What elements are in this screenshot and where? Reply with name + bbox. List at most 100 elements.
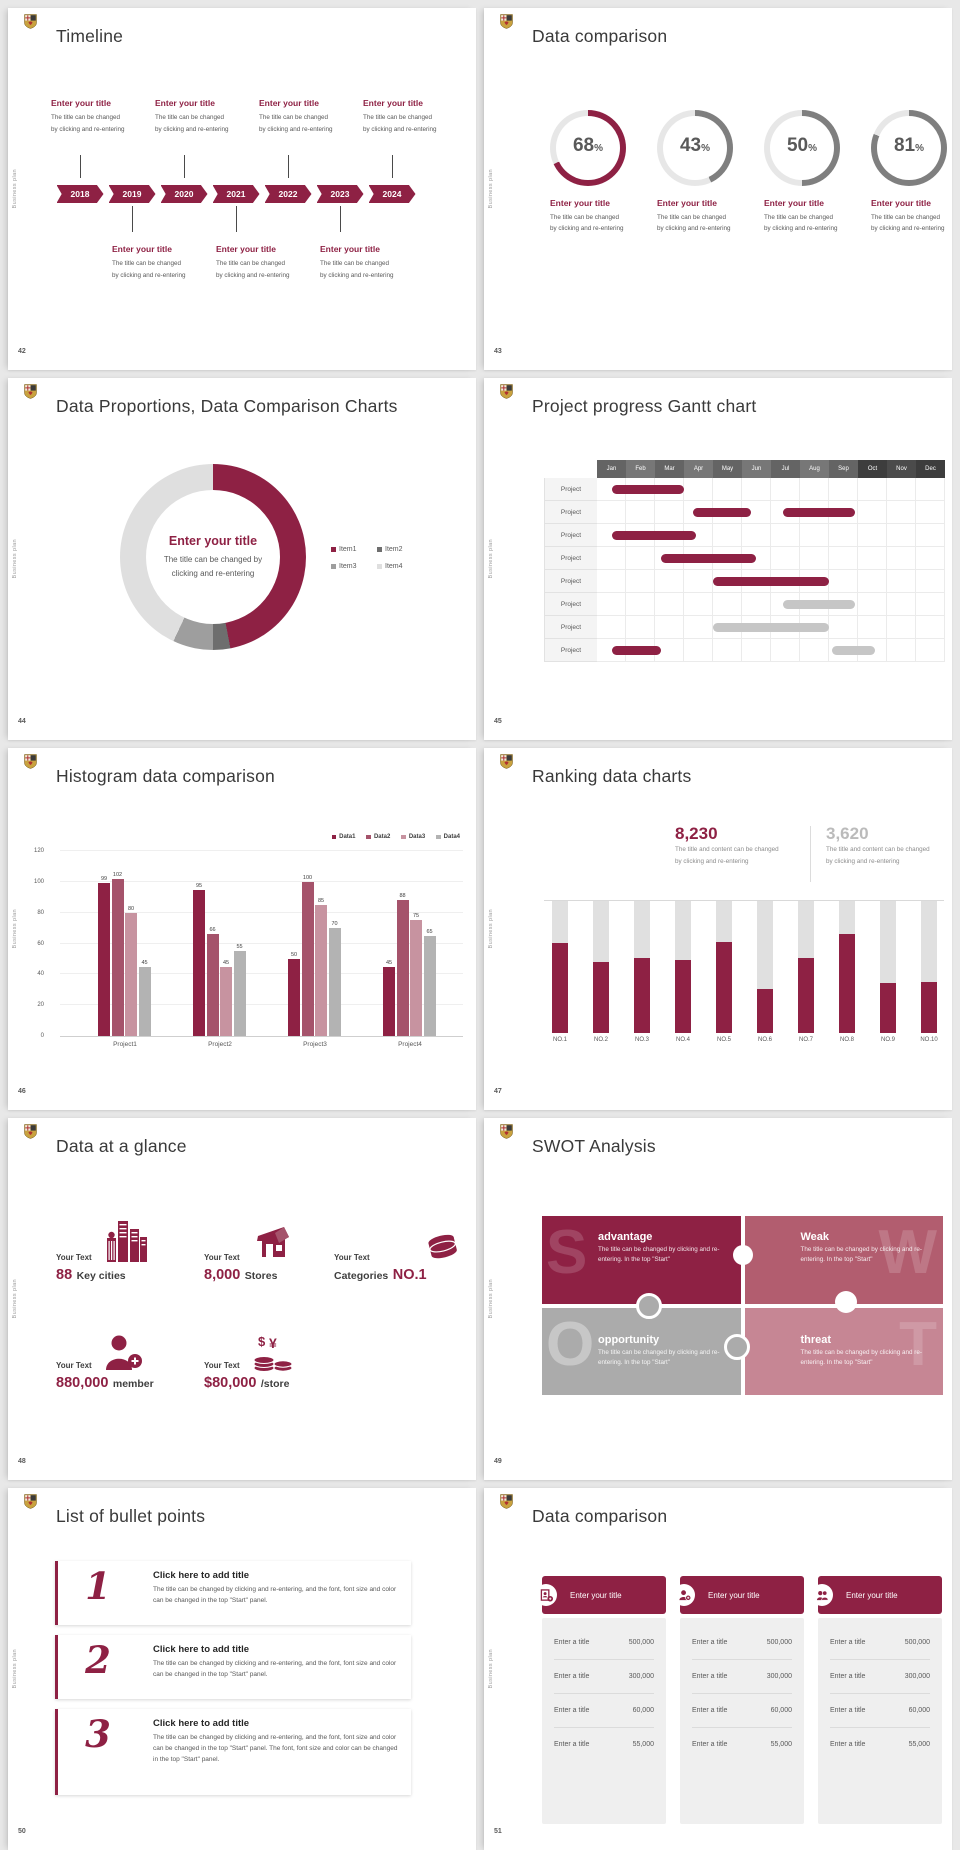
gantt-row-track — [597, 478, 945, 501]
hist-category-label: Project4 — [398, 1041, 422, 1048]
hist-bar-value: 45 — [141, 959, 148, 966]
hist-gridline — [60, 973, 463, 975]
gantt-cell — [858, 547, 887, 570]
gantt-cell — [887, 616, 916, 639]
data-row: Enter a title 55,000 — [692, 1741, 792, 1748]
bullet-number: 2 — [85, 1638, 111, 1682]
slide-44[interactable]: Business plan Data Proportions, Data Com… — [8, 378, 476, 740]
timeline-connector — [288, 155, 289, 178]
gantt-cell — [887, 524, 916, 547]
timeline-connector — [392, 155, 393, 178]
gantt-cell — [597, 547, 626, 570]
person-report-icon — [535, 1584, 557, 1606]
hist-bar-value: 50 — [290, 951, 298, 958]
svg-text:$: $ — [258, 1334, 266, 1349]
hist-category-label: Project1 — [113, 1041, 137, 1048]
legend-swatch — [331, 834, 337, 840]
rank-stat-secondary: 3,620 The title and content can be chang… — [826, 824, 930, 865]
slide-45[interactable]: Business plan Project progress Gantt cha… — [484, 378, 952, 740]
gantt-cell — [829, 501, 858, 524]
gantt-cell — [626, 570, 655, 593]
slide-number: 47 — [494, 1088, 502, 1095]
ring-caption: Enter your title The title can be changed… — [764, 198, 838, 232]
gantt-cell — [655, 593, 684, 616]
gantt-cell — [887, 593, 916, 616]
slide-title: Data Proportions, Data Comparison Charts — [56, 396, 398, 416]
card-title: Enter your title — [708, 1590, 760, 1600]
slide-47[interactable]: Business plan Ranking data charts 8,230 … — [484, 748, 952, 1110]
slide-49[interactable]: Business plan SWOT Analysis S advantage T… — [484, 1118, 952, 1480]
timeline-connector — [184, 155, 185, 178]
slide-46[interactable]: Business plan Histogram data comparison … — [8, 748, 476, 1110]
bullet-number: 1 — [85, 1564, 111, 1608]
slide-title: Ranking data charts — [532, 766, 692, 786]
progress-ring-4: 81% — [871, 110, 947, 186]
rank-category-label: NO.5 — [716, 1037, 731, 1043]
hist-y-axis: 0 20 40 60 80 100 120 — [28, 848, 46, 1039]
gantt-cell — [655, 639, 684, 662]
timeline-item: Enter your title The title can be changed… — [112, 244, 210, 281]
gantt-cell — [626, 616, 655, 639]
timeline-year-badge: 2023 — [316, 185, 364, 203]
sidebar-vertical-label: Business plan — [12, 1279, 18, 1319]
slide-42[interactable]: Business plan Timeline 2018 2019 2020 2021 2… — [8, 8, 476, 370]
hist-bar — [383, 966, 395, 1036]
hist-gridline — [60, 911, 463, 913]
timeline-item-line: The title can be changed — [259, 114, 328, 121]
timeline-connector — [236, 206, 237, 232]
hist-bar-value: 85 — [317, 897, 325, 904]
rank-value-bar — [921, 981, 937, 1033]
rank-category-label: NO.1 — [552, 1037, 567, 1043]
gantt-row: Project — [544, 524, 945, 547]
card-title: Enter your title — [570, 1590, 622, 1600]
timeline-item: Enter your title The title can be changed… — [259, 98, 357, 135]
gantt-cell — [887, 547, 916, 570]
sidebar-vertical-label: Business plan — [488, 169, 494, 209]
gantt-row-label: Project — [544, 593, 597, 616]
hist-bar-value: 45 — [222, 959, 230, 966]
hist-bar — [193, 889, 205, 1036]
hist-y-tick: 0 — [40, 1033, 44, 1039]
gantt-cell — [800, 547, 829, 570]
data-row: Enter a title 300,000 — [692, 1660, 792, 1694]
stat-key-cities: Your Text 88 Key cities — [48, 1210, 193, 1290]
card-body: Enter a title 500,000 Enter a title 300,00… — [818, 1618, 942, 1824]
swot-opportunity-tile: O opportunity The title can be changed by… — [542, 1308, 741, 1395]
stat-stores: Your Text 8,000 Stores — [196, 1210, 341, 1290]
legend-item: Item2 — [377, 546, 421, 553]
progress-ring-3: 50% — [764, 110, 840, 186]
gantt-cell — [916, 524, 945, 547]
slide-43[interactable]: Business plan Data comparison 68% 43% 50… — [484, 8, 952, 370]
puzzle-connector — [724, 1334, 750, 1360]
crest-logo-icon — [24, 754, 37, 769]
gantt-bar — [713, 623, 829, 632]
legend-swatch — [436, 834, 441, 840]
timeline-item: Enter your title The title can be changed… — [320, 244, 418, 281]
slide-number: 43 — [494, 348, 502, 355]
gantt-cell — [626, 501, 655, 524]
gantt-month-header: Apr — [684, 460, 713, 478]
gantt-bar — [831, 646, 876, 655]
gantt-row-label: Project — [544, 570, 597, 593]
gantt-row-track — [597, 639, 945, 662]
stat-members: Your Text 880,000 member — [48, 1318, 193, 1398]
gantt-row-label: Project — [544, 616, 597, 639]
gantt-cell — [916, 501, 945, 524]
sidebar-vertical-label: Business plan — [12, 909, 18, 949]
swot-threat-tile: T threat The title can be changed by clic… — [744, 1308, 943, 1395]
gantt-cell — [742, 501, 771, 524]
gantt-month-header: May — [713, 460, 742, 478]
timeline-year-badge: 2020 — [160, 185, 208, 203]
slide-50[interactable]: Business plan List of bullet points 1 Cl… — [8, 1488, 476, 1850]
hist-bar — [138, 966, 151, 1036]
legend-item: Item1 — [331, 546, 375, 553]
data-row: Enter a title 500,000 — [692, 1626, 792, 1660]
slide-51[interactable]: Business plan Data comparison Enter your… — [484, 1488, 952, 1850]
rank-value-bar — [716, 941, 732, 1033]
gantt-cell — [626, 547, 655, 570]
slide-48[interactable]: Business plan Data at a glance Your Text… — [8, 1118, 476, 1480]
gantt-bar — [660, 554, 757, 563]
person-add-icon — [673, 1584, 695, 1606]
timeline-year-badge: 2019 — [108, 185, 156, 203]
timeline-connector — [340, 206, 341, 232]
